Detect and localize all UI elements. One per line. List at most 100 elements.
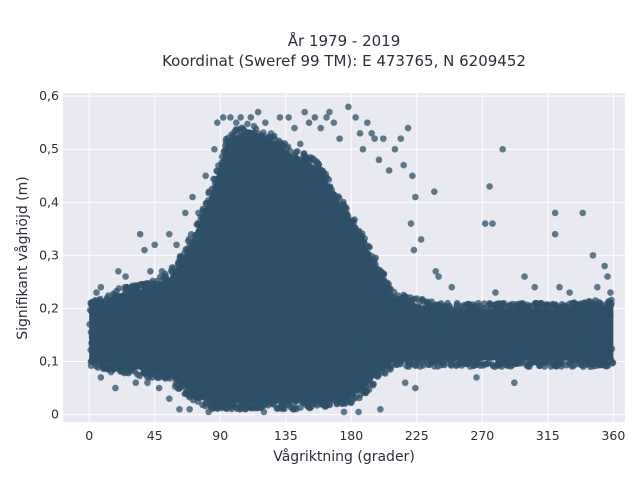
data-point <box>471 308 479 316</box>
data-point <box>106 359 114 367</box>
tick-labels: 0 45 90 135 180 225 270 315 360 0 0,1 0,2 0,3 0,4 0,5 0… <box>39 88 625 443</box>
data-point <box>601 262 608 270</box>
data-point <box>305 294 312 301</box>
data-point <box>276 114 284 121</box>
data-point <box>193 221 201 228</box>
data-point <box>526 302 533 309</box>
data-point <box>579 209 587 217</box>
data-point <box>87 299 94 307</box>
data-point <box>246 227 254 235</box>
data-point <box>499 145 506 153</box>
data-point <box>333 316 341 323</box>
data-point <box>141 246 148 254</box>
data-point <box>516 349 523 357</box>
data-point <box>341 344 349 352</box>
data-point <box>188 367 196 375</box>
data-point <box>356 130 364 137</box>
data-point <box>291 384 298 392</box>
data-point <box>551 230 559 238</box>
data-point <box>416 353 423 360</box>
data-point <box>385 365 393 373</box>
data-point <box>590 325 598 333</box>
data-point <box>246 159 254 167</box>
data-point <box>377 366 384 374</box>
data-point <box>450 355 458 363</box>
data-point <box>453 337 460 345</box>
data-point <box>598 334 606 341</box>
data-point <box>465 301 473 308</box>
data-point <box>275 277 282 285</box>
data-point <box>347 344 354 351</box>
data-point <box>446 302 453 310</box>
data-point <box>146 362 153 369</box>
data-point <box>190 262 197 270</box>
data-point <box>171 328 178 335</box>
data-point <box>256 400 263 408</box>
data-point <box>602 362 609 370</box>
data-point <box>574 357 582 365</box>
data-point <box>229 262 236 269</box>
data-point <box>296 317 304 325</box>
data-point <box>217 267 224 275</box>
data-point <box>272 293 280 301</box>
data-point <box>481 342 489 350</box>
data-point <box>223 225 230 232</box>
data-point <box>214 119 221 127</box>
data-point <box>550 315 558 323</box>
data-point <box>336 361 344 368</box>
data-point <box>90 351 97 359</box>
data-point <box>539 337 546 345</box>
data-point <box>137 333 145 341</box>
data-point <box>136 230 144 238</box>
data-point <box>580 339 587 346</box>
data-point <box>250 388 258 396</box>
data-point <box>127 344 135 352</box>
data-point <box>542 324 550 331</box>
data-point <box>157 362 164 370</box>
data-point <box>165 324 172 331</box>
data-point <box>145 280 152 288</box>
data-point <box>392 357 399 365</box>
data-point <box>442 315 449 322</box>
data-point <box>448 362 455 369</box>
data-point <box>368 130 375 137</box>
data-point <box>380 276 388 283</box>
data-point <box>503 353 510 361</box>
data-point <box>438 332 446 340</box>
data-point <box>387 300 394 307</box>
data-point <box>342 265 349 273</box>
data-point <box>524 321 531 328</box>
data-point <box>174 372 182 379</box>
data-point <box>234 127 241 135</box>
data-point <box>244 190 252 197</box>
data-point <box>404 357 412 365</box>
data-point <box>300 399 307 406</box>
data-point <box>271 229 279 237</box>
data-point <box>247 114 255 121</box>
data-point <box>227 114 234 121</box>
data-point <box>166 290 173 298</box>
data-point <box>119 343 126 351</box>
data-point <box>195 209 202 217</box>
data-point <box>502 324 509 332</box>
data-point <box>293 242 301 249</box>
data-point <box>354 327 362 335</box>
data-point <box>169 300 177 308</box>
data-point <box>205 408 212 416</box>
data-point <box>537 319 545 327</box>
data-point <box>323 174 331 182</box>
data-point <box>402 298 410 305</box>
data-point <box>254 108 262 116</box>
data-point <box>393 342 401 350</box>
data-point <box>467 318 475 326</box>
data-point <box>559 302 567 310</box>
data-point <box>199 265 206 272</box>
data-point <box>486 319 493 326</box>
data-point <box>385 292 393 300</box>
data-point <box>391 145 399 153</box>
data-point <box>237 367 245 374</box>
data-point <box>361 359 368 367</box>
data-point <box>468 337 475 345</box>
data-point <box>250 205 257 213</box>
